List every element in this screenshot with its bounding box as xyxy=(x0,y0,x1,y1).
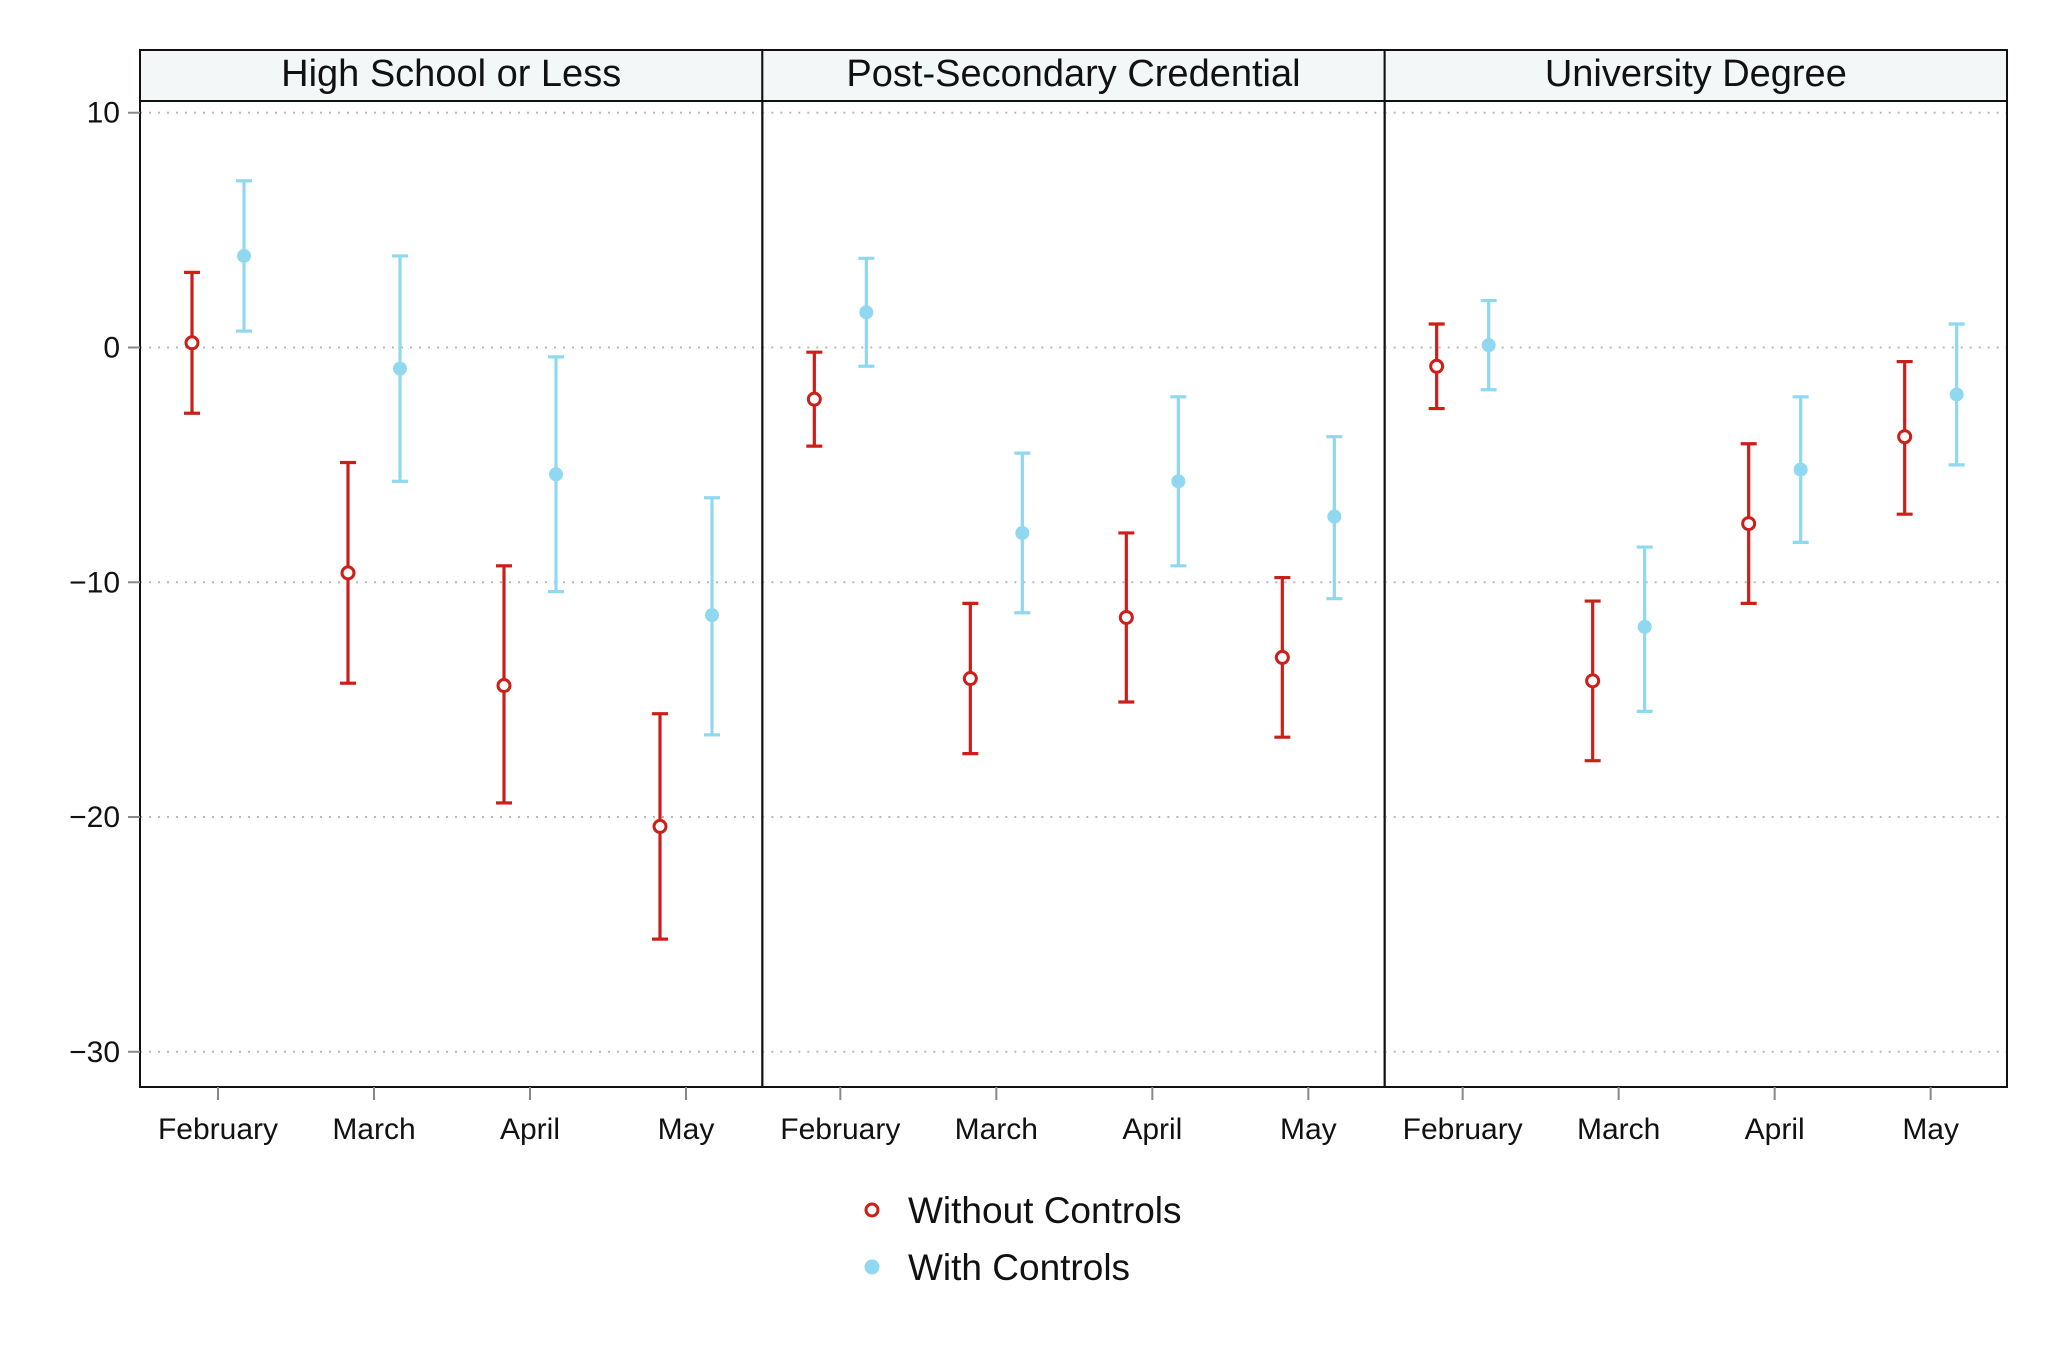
error-bar xyxy=(1792,395,1809,544)
panel: University Degree February March April May xyxy=(1383,49,2008,1146)
x-tick-label: April xyxy=(500,1113,560,1146)
point-without-controls xyxy=(652,818,668,834)
error-bar xyxy=(1274,575,1291,739)
x-tick-label: March xyxy=(955,1113,1038,1146)
x-tick-label: May xyxy=(1902,1113,1959,1146)
point-with-controls xyxy=(1949,387,1964,402)
error-bar xyxy=(1636,545,1653,713)
legend-marker-without-controls xyxy=(864,1202,880,1218)
panel-header xyxy=(1383,49,2008,102)
x-tick-label: April xyxy=(1122,1113,1182,1146)
y-axis: 10 0 −10 −20 −30 xyxy=(69,97,140,1069)
error-bar xyxy=(392,254,408,483)
error-bar xyxy=(1170,395,1187,568)
panel-title: High School or Less xyxy=(281,53,621,95)
point-with-controls xyxy=(393,361,407,376)
error-bar xyxy=(962,601,979,756)
x-tick-label: February xyxy=(780,1113,900,1146)
point-without-controls xyxy=(496,678,512,694)
error-bar xyxy=(1118,531,1135,704)
x-tick-label: March xyxy=(1577,1113,1660,1146)
point-with-controls xyxy=(1637,619,1652,634)
point-without-controls xyxy=(1585,673,1601,689)
panel: Post-Secondary Credential February March Ap… xyxy=(761,49,1386,1146)
error-bar xyxy=(704,496,720,737)
point-without-controls xyxy=(1897,429,1913,445)
error-bar xyxy=(1014,451,1031,615)
panel-header xyxy=(139,49,764,102)
point-without-controls xyxy=(1118,609,1134,625)
error-bar xyxy=(184,270,200,415)
y-tick-label: 10 xyxy=(87,97,120,130)
point-without-controls xyxy=(1274,649,1290,665)
legend-label-without-controls: Without Controls xyxy=(908,1190,1182,1231)
point-without-controls xyxy=(1429,358,1445,374)
error-bar xyxy=(806,350,823,448)
error-bar xyxy=(1326,435,1343,601)
error-bar xyxy=(858,256,875,368)
x-tick-label: March xyxy=(332,1113,415,1146)
error-bar xyxy=(1740,442,1757,605)
panel-title: University Degree xyxy=(1545,53,1847,95)
error-bar xyxy=(340,460,356,685)
point-with-controls xyxy=(549,467,563,482)
point-without-controls xyxy=(962,671,978,687)
x-tick-label: May xyxy=(658,1113,715,1146)
point-with-controls xyxy=(1481,338,1496,353)
error-bar xyxy=(1896,359,1913,516)
panel-header xyxy=(761,49,1386,102)
error-bar xyxy=(1948,322,1965,467)
panel: High School or Less February March April May xyxy=(139,49,764,1146)
point-with-controls xyxy=(1793,462,1808,477)
panel-title: Post-Secondary Credential xyxy=(846,53,1300,95)
point-with-controls xyxy=(705,608,719,623)
legend-label-with-controls: With Controls xyxy=(908,1247,1130,1288)
x-tick-label: April xyxy=(1745,1113,1805,1146)
error-bar xyxy=(236,179,252,333)
point-with-controls xyxy=(237,248,251,263)
x-tick-label: February xyxy=(1403,1113,1523,1146)
x-tick-label: May xyxy=(1280,1113,1337,1146)
panels: High School or Less February March April May… xyxy=(139,49,2008,1146)
error-bar xyxy=(1428,322,1445,411)
point-with-controls xyxy=(859,305,874,320)
point-with-controls xyxy=(1171,474,1186,489)
y-tick-label: −30 xyxy=(69,1036,120,1069)
error-bar xyxy=(548,355,564,594)
error-bar xyxy=(652,712,668,941)
point-without-controls xyxy=(806,391,822,407)
error-bar xyxy=(496,564,512,805)
point-with-controls xyxy=(1015,525,1030,540)
point-without-controls xyxy=(340,565,356,581)
error-bar xyxy=(1480,298,1497,392)
point-without-controls xyxy=(1741,516,1757,532)
panel-frame xyxy=(1383,100,2008,1088)
y-tick-label: −10 xyxy=(69,566,120,599)
legend-marker-with-controls xyxy=(864,1259,880,1275)
point-with-controls xyxy=(1327,509,1342,524)
point-without-controls xyxy=(184,335,200,351)
error-bar xyxy=(1584,599,1601,763)
y-tick-label: −20 xyxy=(69,801,120,834)
y-tick-label: 0 xyxy=(103,332,120,365)
legend: Without Controls With Controls xyxy=(864,1190,1182,1288)
x-tick-label: February xyxy=(158,1113,278,1146)
